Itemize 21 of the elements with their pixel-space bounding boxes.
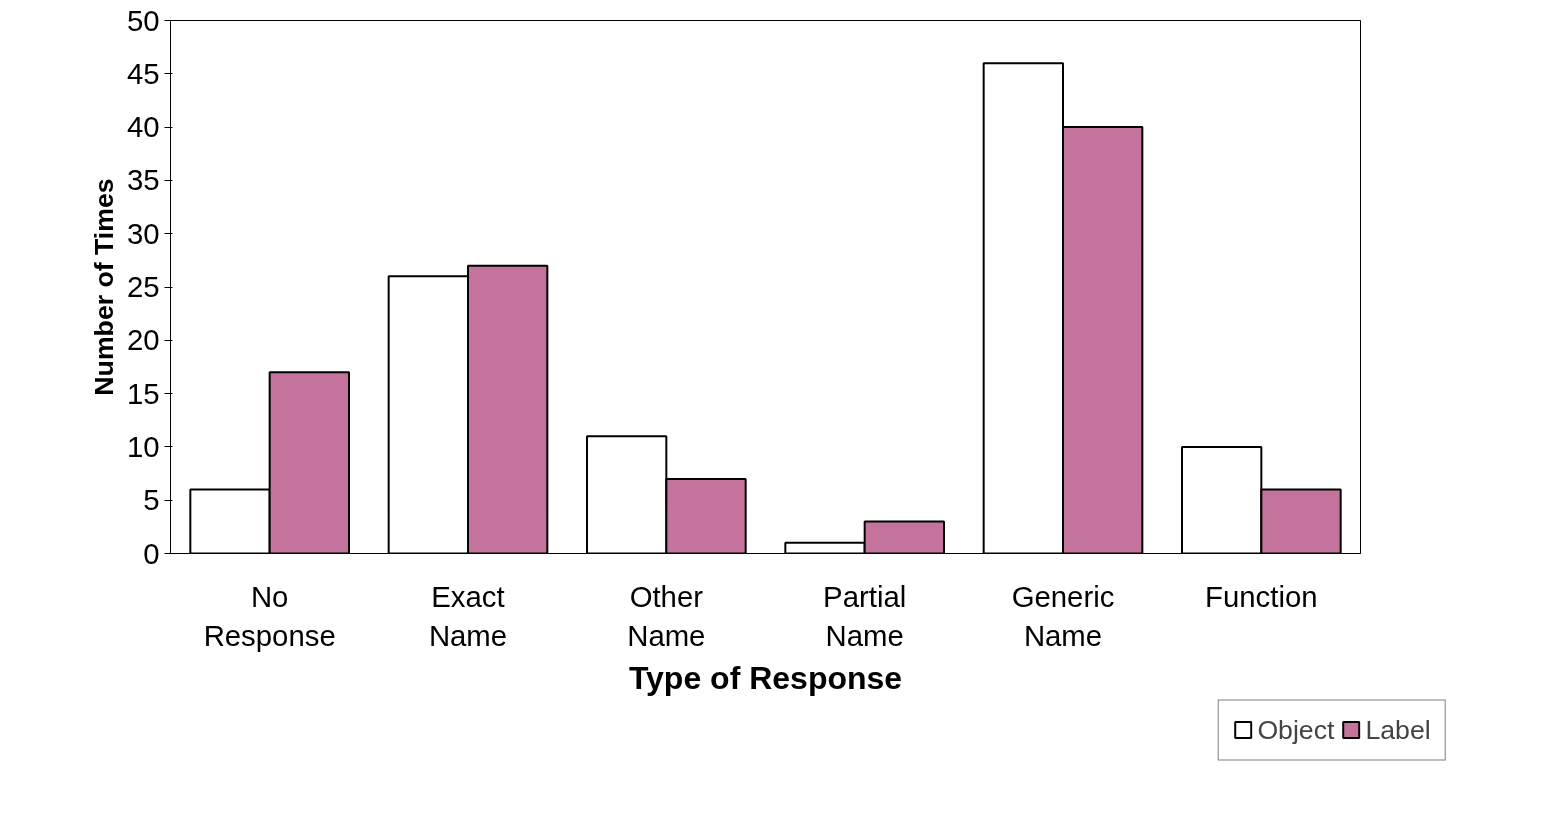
y-tick-label: 20 xyxy=(126,323,160,357)
y-tick-label: 0 xyxy=(143,536,160,570)
y-tick-label: 40 xyxy=(126,110,160,144)
y-tick-label: 30 xyxy=(126,216,160,250)
y-tick-label: 15 xyxy=(126,376,160,410)
x-tick-label: Exact Name xyxy=(428,579,508,653)
legend-label: Label xyxy=(1365,714,1431,745)
x-tick-label: Partial Name xyxy=(823,579,907,653)
y-tick-label: 10 xyxy=(126,429,160,463)
y-tick-label: 50 xyxy=(126,3,160,37)
x-tick-label: Other Name xyxy=(627,579,706,653)
y-tick-label: 35 xyxy=(126,163,160,197)
y-tick-label: 45 xyxy=(126,56,160,90)
x-tick-label: Function xyxy=(1205,579,1318,613)
x-tick-label: No Response xyxy=(203,579,336,653)
y-tick-label: 25 xyxy=(126,270,160,303)
y-tick-label: 5 xyxy=(143,483,160,517)
x-tick-label: Generic Name xyxy=(1011,579,1115,653)
legend-label: Object xyxy=(1257,714,1335,745)
y-axis-title: Number of Times xyxy=(88,178,119,396)
x-axis-title: Type of Response xyxy=(628,660,903,697)
